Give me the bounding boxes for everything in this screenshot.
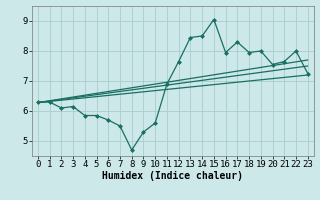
- X-axis label: Humidex (Indice chaleur): Humidex (Indice chaleur): [102, 171, 243, 181]
